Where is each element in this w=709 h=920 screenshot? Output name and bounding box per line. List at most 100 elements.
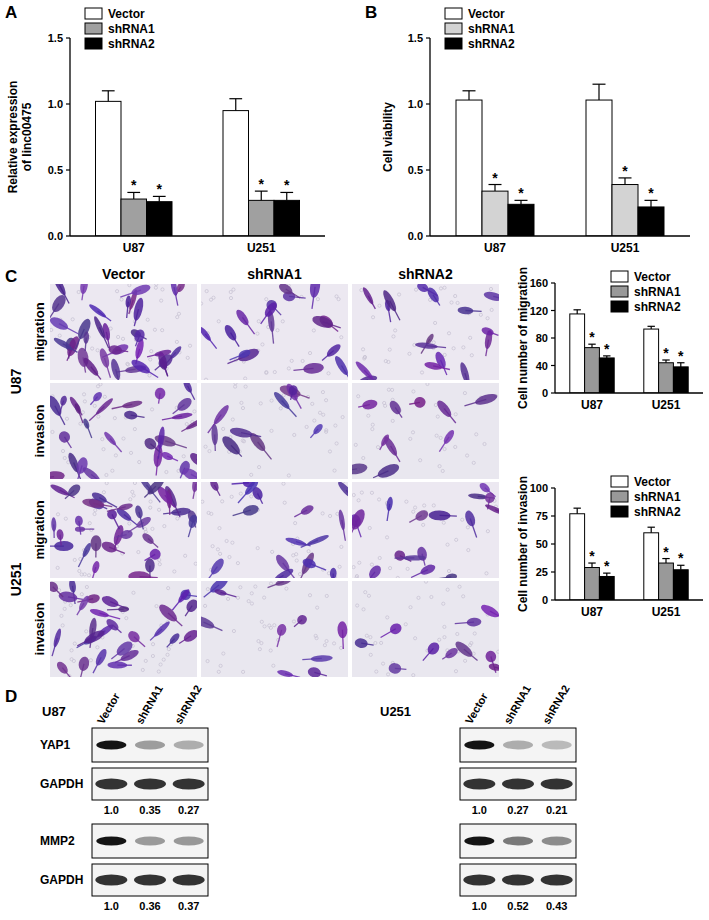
y-tick bbox=[426, 103, 430, 104]
legend: VectorshRNA1shRNA2 bbox=[611, 270, 681, 314]
legend-swatch bbox=[611, 491, 628, 502]
pore bbox=[470, 354, 473, 357]
pore bbox=[129, 498, 132, 501]
bar bbox=[249, 200, 275, 236]
pore bbox=[358, 561, 361, 564]
pore bbox=[295, 559, 298, 562]
pore bbox=[208, 450, 211, 453]
cell-process bbox=[258, 442, 272, 459]
pore bbox=[149, 500, 152, 503]
cell-process bbox=[82, 286, 84, 300]
pore bbox=[462, 346, 465, 349]
pore bbox=[321, 512, 324, 515]
cell-process bbox=[391, 446, 400, 462]
pore bbox=[386, 673, 389, 676]
pore bbox=[73, 558, 76, 561]
pore bbox=[458, 585, 461, 588]
y-tick bbox=[551, 515, 555, 516]
pore bbox=[281, 320, 284, 323]
pore bbox=[236, 596, 239, 599]
band-quantification: 0.27 bbox=[507, 804, 528, 816]
cell-process bbox=[395, 668, 406, 670]
pore bbox=[150, 408, 153, 411]
pore bbox=[56, 566, 59, 569]
pore bbox=[338, 565, 341, 568]
legend: VectorshRNA1shRNA2 bbox=[611, 475, 681, 519]
pore bbox=[247, 600, 250, 603]
pore bbox=[314, 634, 317, 637]
pore bbox=[209, 298, 212, 301]
pore bbox=[443, 447, 446, 450]
blot-frame bbox=[460, 768, 576, 800]
error-stem bbox=[577, 310, 578, 314]
pore bbox=[63, 456, 66, 459]
pore bbox=[261, 343, 264, 346]
cell bbox=[376, 461, 401, 479]
pore bbox=[412, 390, 415, 393]
pore bbox=[250, 592, 253, 595]
cell-process bbox=[364, 370, 378, 380]
pore bbox=[239, 492, 242, 495]
pore bbox=[414, 637, 417, 640]
pore bbox=[456, 632, 459, 635]
pore bbox=[313, 419, 316, 422]
micrograph bbox=[352, 581, 499, 677]
y-axis-label: Cell number of migration bbox=[516, 267, 530, 409]
protein-label: MMP2 bbox=[40, 834, 75, 848]
blot-band bbox=[542, 837, 572, 846]
pore bbox=[234, 385, 237, 388]
x-tick-label: U251 bbox=[247, 241, 276, 255]
cell-process bbox=[368, 572, 375, 578]
pore bbox=[325, 429, 328, 432]
pore bbox=[244, 377, 247, 380]
pore bbox=[144, 527, 147, 530]
cell-process bbox=[495, 510, 499, 518]
bar bbox=[673, 570, 688, 600]
bar bbox=[638, 207, 664, 236]
pore bbox=[96, 646, 99, 649]
cell-process bbox=[442, 653, 451, 659]
cell-process bbox=[159, 393, 161, 403]
y-tick-label: 1.5 bbox=[408, 32, 423, 44]
band-quantification: 1.0 bbox=[104, 900, 119, 912]
cell-process bbox=[107, 507, 126, 512]
pore bbox=[159, 663, 162, 666]
legend-swatch bbox=[611, 271, 628, 282]
pore bbox=[454, 413, 457, 416]
cell-process bbox=[78, 408, 83, 423]
y-tick-label: 100 bbox=[530, 482, 548, 494]
legend-label: shRNA2 bbox=[634, 505, 681, 519]
cell bbox=[57, 429, 72, 445]
bar bbox=[121, 199, 147, 236]
pore bbox=[78, 569, 81, 572]
cell-process bbox=[271, 321, 273, 343]
micrograph-background bbox=[201, 383, 348, 479]
legend-label: shRNA1 bbox=[468, 22, 515, 36]
pore bbox=[97, 415, 100, 418]
micrograph bbox=[352, 284, 499, 380]
cell-process bbox=[144, 554, 155, 560]
pore bbox=[51, 430, 54, 433]
cell-process bbox=[322, 350, 334, 360]
cell-process bbox=[120, 290, 141, 297]
pore bbox=[321, 391, 324, 394]
pore bbox=[105, 473, 108, 476]
pore bbox=[240, 401, 243, 404]
pore bbox=[61, 449, 64, 452]
pore bbox=[64, 517, 67, 520]
error-bar bbox=[574, 508, 581, 514]
pore bbox=[483, 442, 486, 445]
pore bbox=[205, 290, 208, 293]
error-bar bbox=[102, 91, 115, 102]
micrograph-background bbox=[201, 284, 348, 380]
cell-process bbox=[323, 322, 341, 328]
cell-process bbox=[148, 539, 158, 548]
cell-process bbox=[59, 324, 78, 334]
cell-process bbox=[232, 483, 249, 484]
lane-label: shRNA1 bbox=[133, 683, 165, 726]
pore bbox=[392, 335, 395, 338]
y-tick-label: 0 bbox=[542, 387, 548, 399]
cell bbox=[415, 342, 438, 350]
pore bbox=[241, 406, 244, 409]
pore bbox=[374, 641, 377, 644]
